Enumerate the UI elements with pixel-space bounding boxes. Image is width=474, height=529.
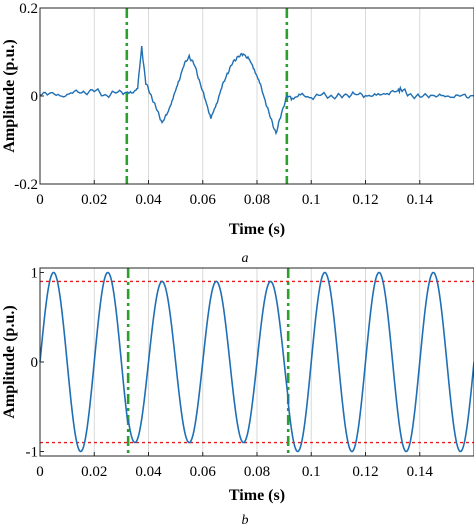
y-tick-label: 0 (31, 355, 39, 371)
x-tick-label: 0.04 (135, 192, 162, 208)
x-tick-label: 0.08 (244, 464, 270, 480)
panel-b-y-axis-title: Amplitude (p.u.) (1, 305, 18, 418)
panel-a: 0 0.02 0.04 0.06 0.08 0.1 0.12 0.14-0.200.2 Tim… (1, 1, 474, 266)
panel-b-x-axis-title: Time (s) (229, 487, 285, 504)
x-tick-label: 0.06 (190, 464, 217, 480)
panel-b-markers (126, 268, 290, 456)
x-tick-label: 0.14 (407, 464, 434, 480)
panel-b-signal-line (39, 271, 474, 453)
panel-b-ticks: 0 0.02 0.04 0.06 0.08 0.1 0.12 0.14 -1 0 1 (26, 265, 434, 480)
panel-a-label: a (242, 251, 249, 266)
y-tick-label: 1 (31, 265, 39, 281)
x-tick-label: 0 (36, 464, 44, 480)
y-tick-label: -1 (26, 445, 39, 461)
panel-b-label: b (242, 513, 249, 528)
y-tick-label: 0.2 (19, 1, 38, 17)
x-tick-label: 0.06 (190, 192, 217, 208)
x-tick-label: 0.02 (81, 192, 107, 208)
x-tick-label: 0.1 (302, 464, 321, 480)
panel-a-y-axis-title: Amplitude (p.u.) (1, 39, 18, 152)
panel-a-ticks: 0 0.02 0.04 0.06 0.08 0.1 0.12 0.14-0.200.2 (14, 1, 433, 208)
x-tick-label: 0.04 (135, 464, 162, 480)
x-tick-label: 0.1 (302, 192, 321, 208)
panel-a-x-axis-title: Time (s) (229, 221, 285, 238)
y-tick-label: -0.2 (14, 177, 38, 193)
x-tick-label: 0.02 (81, 464, 107, 480)
x-tick-label: 0 (36, 192, 44, 208)
x-tick-label: 0.12 (352, 464, 378, 480)
x-tick-label: 0.08 (244, 192, 270, 208)
panel-a-signal-line (39, 45, 474, 136)
y-tick-label: 0 (31, 89, 39, 105)
panel-b: 0 0.02 0.04 0.06 0.08 0.1 0.12 0.14 -1 0 1 Time (s… (1, 265, 474, 528)
x-tick-label: 0.14 (407, 192, 434, 208)
x-tick-label: 0.12 (352, 192, 378, 208)
